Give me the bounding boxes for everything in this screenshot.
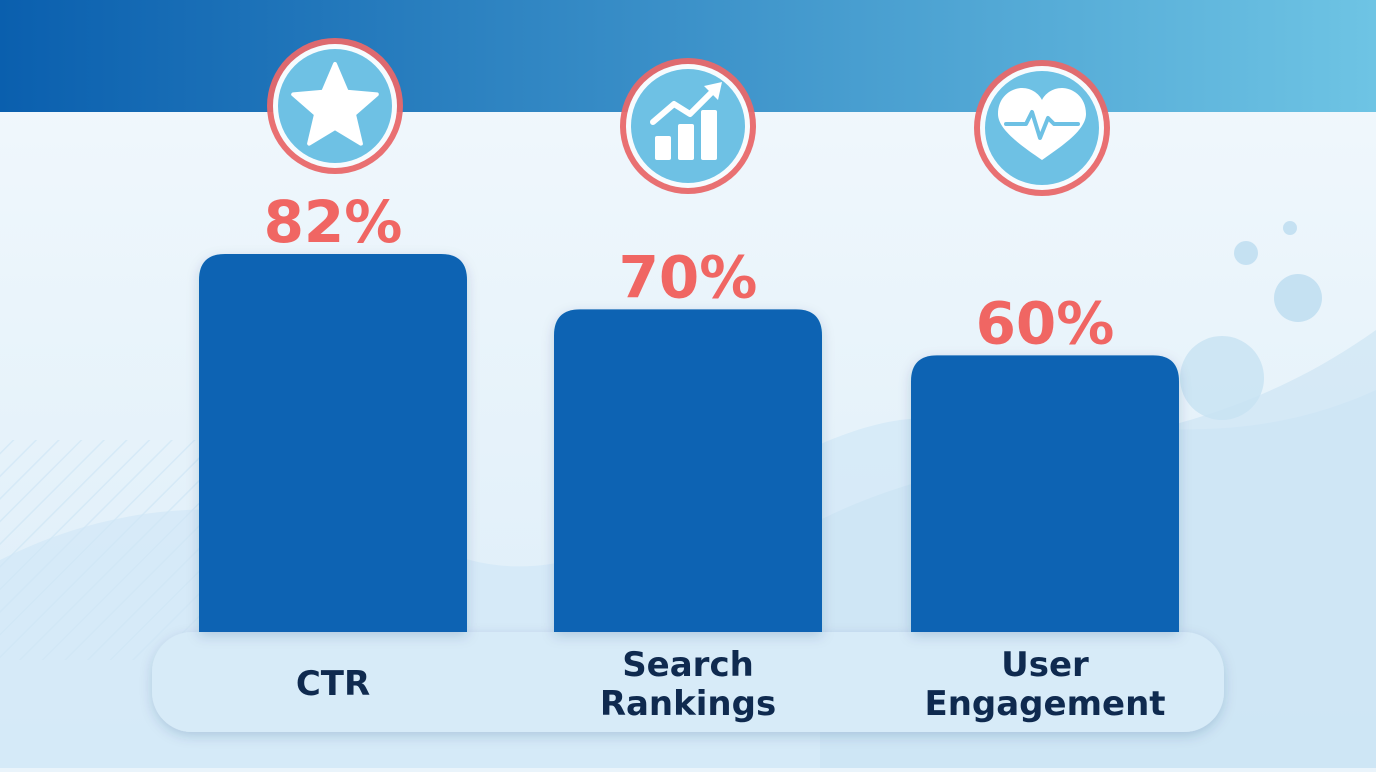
bar-user-engagement [911,355,1179,632]
growth-chart-icon [620,58,756,194]
bar-search-rankings [554,309,822,632]
bubble-large [1180,336,1264,420]
hatch-pattern [0,440,230,660]
category-label: CTR [296,664,370,704]
bubble-medium [1274,274,1322,322]
heart-pulse-icon [974,60,1110,196]
category-label-panel [152,632,1224,732]
category-label-line1: User [1001,645,1089,685]
bar-ctr [199,254,467,632]
bubble-small [1234,241,1258,265]
data-label: 82% [264,188,403,256]
category-label-line2: Engagement [924,684,1165,724]
star-icon [267,38,403,174]
data-label: 60% [976,289,1115,357]
data-label: 70% [619,243,758,311]
category-label-line2: Rankings [600,684,776,724]
bubble-tiny [1283,221,1297,235]
category-label-line1: Search [622,645,754,685]
